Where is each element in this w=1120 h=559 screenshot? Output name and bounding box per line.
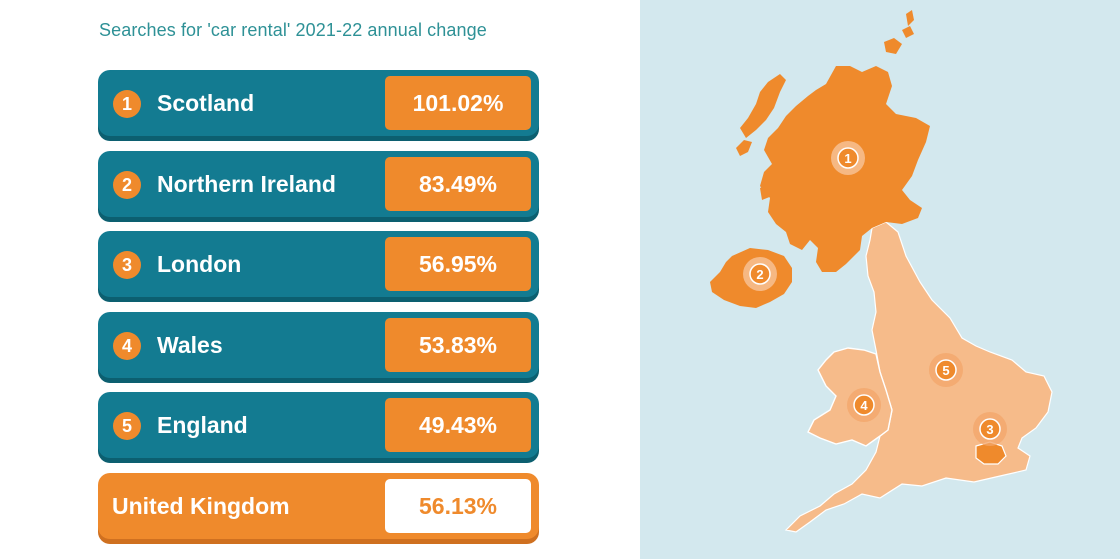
map-marker-4: 4 [847, 388, 881, 422]
rank-badge: 4 [113, 332, 141, 360]
region-value: 56.95% [385, 237, 531, 291]
mull-island [760, 184, 772, 200]
region-value: 101.02% [385, 76, 531, 130]
map-marker-1: 1 [831, 141, 865, 175]
shetland-islands [906, 10, 914, 26]
marker-label: 4 [860, 398, 868, 413]
rank-badge: 5 [113, 412, 141, 440]
marker-label: 1 [844, 151, 851, 166]
uk-map: 1 2 3 4 5 [710, 10, 1053, 533]
orkney-islands [902, 26, 914, 38]
uk-map-panel: 1 2 3 4 5 [640, 0, 1120, 559]
region-name: London [157, 251, 242, 277]
marker-label: 5 [942, 363, 949, 378]
ranking-row-england: 5 England 49.43% [98, 392, 539, 458]
ranking-row-northern-ireland: 2 Northern Ireland 83.49% [98, 151, 539, 217]
ranking-row-wales: 4 Wales 53.83% [98, 312, 539, 378]
ranking-row-london: 3 London 56.95% [98, 231, 539, 297]
ranking-row-scotland: 1 Scotland 101.02% [98, 70, 539, 136]
region-value: 83.49% [385, 157, 531, 211]
map-marker-3: 3 [973, 412, 1007, 446]
orkney-islands [884, 38, 902, 54]
region-name: Wales [157, 332, 223, 358]
region-value: 53.83% [385, 318, 531, 372]
total-name: United Kingdom [112, 493, 290, 519]
rank-badge: 3 [113, 251, 141, 279]
ranking-panel: Searches for 'car rental' 2021-22 annual… [98, 20, 539, 539]
marker-label: 3 [986, 422, 993, 437]
chart-title: Searches for 'car rental' 2021-22 annual… [99, 20, 487, 40]
skye-island [772, 134, 790, 156]
map-marker-5: 5 [929, 353, 963, 387]
map-marker-2: 2 [743, 257, 777, 291]
hebrides-islands [740, 74, 786, 138]
total-row-united-kingdom: United Kingdom 56.13% [98, 473, 539, 539]
region-name: England [157, 412, 248, 438]
rank-badge: 1 [113, 90, 141, 118]
region-value: 49.43% [385, 398, 531, 452]
marker-label: 2 [756, 267, 763, 282]
hebrides-islands [736, 140, 752, 156]
rank-badge: 2 [113, 171, 141, 199]
region-name: Northern Ireland [157, 171, 336, 197]
total-value: 56.13% [385, 479, 531, 533]
region-name: Scotland [157, 90, 255, 116]
